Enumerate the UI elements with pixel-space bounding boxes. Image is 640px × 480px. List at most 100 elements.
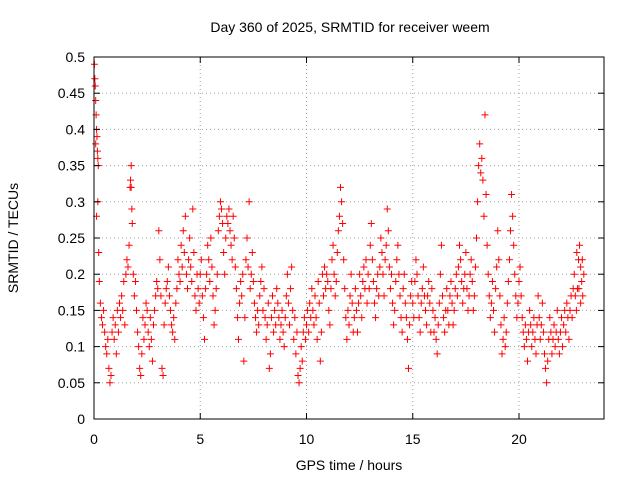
data-point — [529, 328, 537, 336]
x-axis-label: GPS time / hours — [296, 457, 403, 473]
data-point — [389, 299, 397, 307]
data-point — [483, 241, 491, 249]
data-point — [237, 277, 245, 285]
data-point — [134, 328, 142, 336]
data-point — [198, 292, 206, 300]
data-point — [517, 292, 525, 300]
data-point — [477, 169, 485, 177]
data-point — [92, 96, 100, 104]
data-point — [405, 364, 412, 372]
data-point — [373, 285, 381, 293]
data-point — [565, 335, 573, 343]
data-point — [108, 328, 116, 336]
data-point — [345, 321, 353, 329]
data-point — [139, 314, 147, 322]
data-point — [482, 191, 490, 199]
data-point — [425, 277, 433, 285]
x-tick-label: 10 — [299, 431, 315, 447]
data-point — [541, 350, 548, 358]
data-point — [377, 234, 385, 242]
data-point — [487, 299, 495, 307]
data-point — [357, 292, 365, 300]
data-point — [502, 328, 510, 336]
data-point — [94, 154, 102, 162]
data-point — [287, 285, 295, 293]
data-point — [288, 263, 296, 271]
data-point — [473, 234, 480, 242]
data-point — [433, 350, 441, 358]
data-point — [356, 270, 364, 278]
data-point — [316, 357, 324, 365]
data-point — [185, 256, 193, 264]
data-point — [538, 299, 546, 307]
data-point — [275, 314, 283, 322]
data-point — [138, 350, 146, 358]
data-point — [277, 321, 285, 329]
data-point — [136, 364, 144, 372]
data-point — [578, 277, 586, 285]
data-point — [161, 299, 169, 307]
data-point — [143, 306, 151, 314]
data-point — [542, 364, 550, 372]
data-point — [239, 270, 247, 278]
data-point — [437, 241, 445, 249]
data-point — [360, 263, 368, 271]
data-point — [177, 241, 185, 249]
data-point — [493, 263, 501, 271]
data-point — [527, 321, 535, 329]
data-point — [323, 270, 331, 278]
data-point — [156, 256, 164, 264]
data-point — [344, 306, 352, 314]
data-point — [295, 379, 303, 387]
data-point — [435, 299, 443, 307]
data-point — [206, 277, 214, 285]
data-point — [577, 299, 585, 307]
data-point — [429, 306, 437, 314]
data-point — [543, 379, 551, 387]
data-point — [163, 277, 171, 285]
data-point — [231, 263, 239, 271]
data-point — [296, 364, 304, 372]
data-point — [494, 227, 502, 235]
data-point — [201, 335, 208, 343]
data-point — [167, 306, 174, 314]
data-point — [93, 147, 101, 155]
data-point — [468, 277, 476, 285]
data-point — [428, 285, 436, 293]
data-point — [101, 328, 109, 336]
data-point — [278, 306, 286, 314]
data-point — [537, 321, 545, 329]
data-point — [137, 372, 145, 380]
y-tick-label: 0 — [77, 411, 85, 427]
data-point — [276, 335, 284, 343]
data-point — [566, 306, 574, 314]
data-point — [371, 299, 378, 307]
data-point — [378, 248, 386, 256]
data-point — [452, 270, 460, 278]
data-point — [247, 270, 255, 278]
data-point — [380, 292, 388, 300]
data-point — [332, 277, 340, 285]
data-point — [571, 292, 579, 300]
data-point — [224, 220, 232, 228]
data-point — [235, 335, 242, 343]
data-point — [504, 277, 512, 285]
data-point — [205, 256, 213, 264]
data-point — [114, 328, 122, 336]
data-point — [244, 263, 252, 271]
data-point — [329, 241, 337, 249]
data-point — [305, 328, 313, 336]
data-point — [189, 205, 197, 213]
data-point — [112, 350, 120, 358]
data-point — [233, 314, 241, 322]
data-point — [376, 263, 384, 271]
data-point — [291, 314, 299, 322]
data-point — [488, 277, 496, 285]
data-point — [158, 364, 166, 372]
data-point — [258, 263, 266, 271]
data-point — [123, 256, 131, 264]
data-point — [142, 299, 150, 307]
x-tick-label: 5 — [196, 431, 204, 447]
data-point — [168, 321, 176, 329]
